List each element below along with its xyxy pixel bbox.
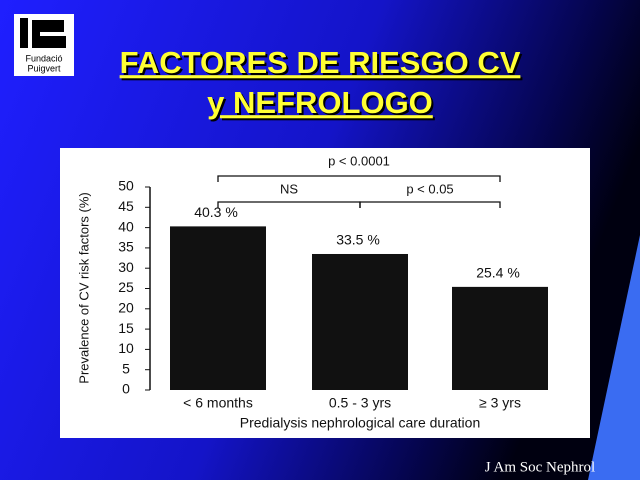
y-tick-label: 10 xyxy=(118,340,134,356)
y-tick-label: 45 xyxy=(118,198,134,214)
x-tick-label: < 6 months xyxy=(183,395,253,411)
y-tick-label: 50 xyxy=(118,178,134,194)
value-label: 25.4 % xyxy=(476,265,520,281)
y-tick-label: 35 xyxy=(118,239,134,255)
citation: J Am Soc Nephrol xyxy=(485,459,595,475)
value-label: 33.5 % xyxy=(336,232,380,248)
y-tick-label: 5 xyxy=(122,360,130,376)
annotation: p < 0.0001 xyxy=(328,153,390,168)
y-tick-label: 30 xyxy=(118,259,134,275)
bar xyxy=(312,253,408,390)
y-tick-label: 20 xyxy=(118,300,134,316)
bar xyxy=(170,226,266,390)
x-tick-label: ≥ 3 yrs xyxy=(479,395,521,411)
slide-title: y NEFROLOGO xyxy=(207,85,433,120)
annotation: NS xyxy=(280,181,298,196)
y-tick-label: 15 xyxy=(118,320,134,336)
x-axis-label: Predialysis nephrological care duration xyxy=(240,415,480,431)
corner-accent xyxy=(588,235,640,480)
y-tick-label: 25 xyxy=(118,279,134,295)
bracket xyxy=(217,175,501,182)
y-tick-label: 40 xyxy=(118,218,134,234)
logo-text: Puigvert xyxy=(27,63,61,73)
value-label: 40.3 % xyxy=(194,204,238,220)
slide-title: FACTORES DE RIESGO CV xyxy=(120,45,521,80)
x-tick-label: 0.5 - 3 yrs xyxy=(329,395,391,411)
y-axis-label: Prevalence of CV risk factors (%) xyxy=(76,192,91,383)
bracket xyxy=(359,201,501,208)
annotation: p < 0.05 xyxy=(406,181,453,196)
logo: Fundació Puigvert xyxy=(14,14,74,76)
y-tick-label: 0 xyxy=(122,381,130,397)
logo-shape xyxy=(32,20,66,48)
logo-shape xyxy=(20,18,28,48)
bar xyxy=(452,286,548,390)
logo-text: Fundació xyxy=(25,53,62,63)
